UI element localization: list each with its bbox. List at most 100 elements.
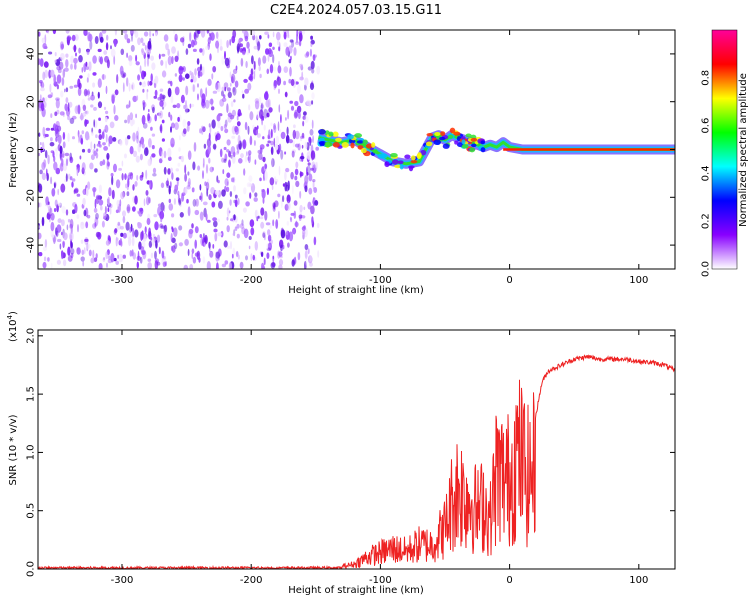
noise-speck — [231, 253, 234, 259]
noise-speck — [53, 208, 57, 212]
noise-speck — [97, 78, 102, 88]
noise-speck — [82, 197, 86, 206]
noise-speck — [205, 181, 210, 191]
noise-speck — [276, 40, 280, 46]
noise-speck — [49, 215, 51, 223]
noise-speck — [137, 74, 141, 81]
noise-speck — [157, 203, 163, 207]
noise-speck — [138, 241, 142, 250]
noise-speck — [135, 155, 140, 163]
noise-speck — [304, 260, 307, 269]
noise-speck — [220, 125, 224, 132]
noise-speck — [242, 207, 247, 213]
noise-speck — [124, 173, 127, 181]
noise-speck — [68, 101, 73, 108]
noise-speck — [273, 123, 276, 130]
noise-speck — [105, 85, 108, 95]
noise-speck — [118, 167, 122, 171]
noise-speck — [128, 100, 131, 108]
noise-speck — [208, 123, 211, 128]
noise-speck — [167, 168, 171, 175]
noise-speck — [236, 233, 240, 239]
noise-speck — [74, 63, 77, 70]
noise-speck — [289, 216, 292, 221]
noise-speck — [199, 195, 202, 200]
noise-speck — [122, 210, 126, 217]
noise-speck — [135, 113, 138, 119]
noise-speck — [176, 103, 181, 109]
noise-speck — [254, 209, 259, 219]
x-tick-label: -200 — [240, 575, 263, 586]
noise-speck — [211, 119, 216, 129]
noise-speck — [107, 196, 110, 206]
noise-speck — [285, 117, 287, 121]
noise-speck — [187, 171, 190, 176]
noise-speck — [175, 168, 179, 172]
noise-speck — [284, 91, 288, 98]
noise-speck — [141, 82, 147, 88]
noise-speck — [208, 241, 211, 249]
noise-speck — [171, 172, 174, 180]
noise-speck — [57, 238, 62, 243]
noise-speck — [191, 223, 194, 229]
noise-speck — [148, 138, 152, 148]
noise-speck — [301, 132, 305, 139]
noise-speck — [174, 184, 179, 192]
noise-speck — [314, 162, 318, 169]
colorbar-label: Normalized spectral amplitude — [738, 73, 749, 227]
noise-speck — [236, 121, 241, 127]
y-tick-label: -20 — [26, 189, 37, 205]
noise-speck — [111, 175, 114, 186]
x-tick-label: -300 — [111, 275, 134, 286]
noise-speck — [190, 79, 194, 83]
noise-speck — [249, 135, 253, 146]
noise-speck — [156, 234, 161, 243]
noise-speck — [271, 185, 274, 190]
noise-speck — [67, 246, 71, 256]
noise-speck — [105, 133, 108, 143]
noise-speck — [115, 260, 119, 265]
noise-speck — [134, 195, 138, 205]
noise-speck — [148, 227, 152, 237]
snr-multiplier-exponent: 4 — [6, 314, 14, 319]
noise-speck — [110, 172, 114, 177]
noise-speck — [39, 58, 44, 67]
noise-speck — [244, 121, 248, 131]
noise-speck — [204, 181, 207, 186]
noise-speck — [273, 137, 276, 148]
noise-speck — [151, 62, 156, 71]
noise-speck — [69, 117, 75, 124]
noise-speck — [41, 216, 45, 227]
noise-speck — [131, 84, 134, 90]
snr-y-ticks: 0.0 0.5 1.0 1.5 2.0 — [25, 328, 675, 577]
noise-speck — [228, 210, 231, 214]
noise-speck — [65, 158, 69, 167]
noise-speck — [119, 225, 124, 230]
noise-speck — [284, 151, 287, 155]
noise-speck — [55, 124, 59, 135]
noise-speck — [151, 145, 155, 150]
noise-speck — [313, 187, 318, 193]
noise-speck — [74, 203, 78, 214]
noise-speck — [81, 148, 86, 153]
noise-speck — [104, 124, 109, 133]
noise-speck — [60, 231, 63, 236]
noise-speck — [90, 154, 95, 161]
noise-speck — [302, 230, 306, 236]
noise-speck — [313, 236, 317, 246]
noise-speck — [62, 240, 66, 246]
noise-speck — [245, 255, 248, 261]
noise-speck — [59, 145, 63, 154]
noise-speck — [94, 120, 98, 129]
noise-speck — [312, 54, 316, 62]
noise-speck — [124, 33, 129, 40]
noise-speck — [267, 234, 272, 242]
noise-speck — [82, 104, 87, 112]
trace-blob — [447, 134, 454, 139]
noise-speck — [54, 59, 57, 63]
noise-speck — [96, 148, 99, 152]
noise-speck — [91, 131, 94, 136]
noise-speck — [148, 109, 150, 113]
noise-speck — [189, 32, 192, 42]
noise-speck — [250, 183, 256, 193]
